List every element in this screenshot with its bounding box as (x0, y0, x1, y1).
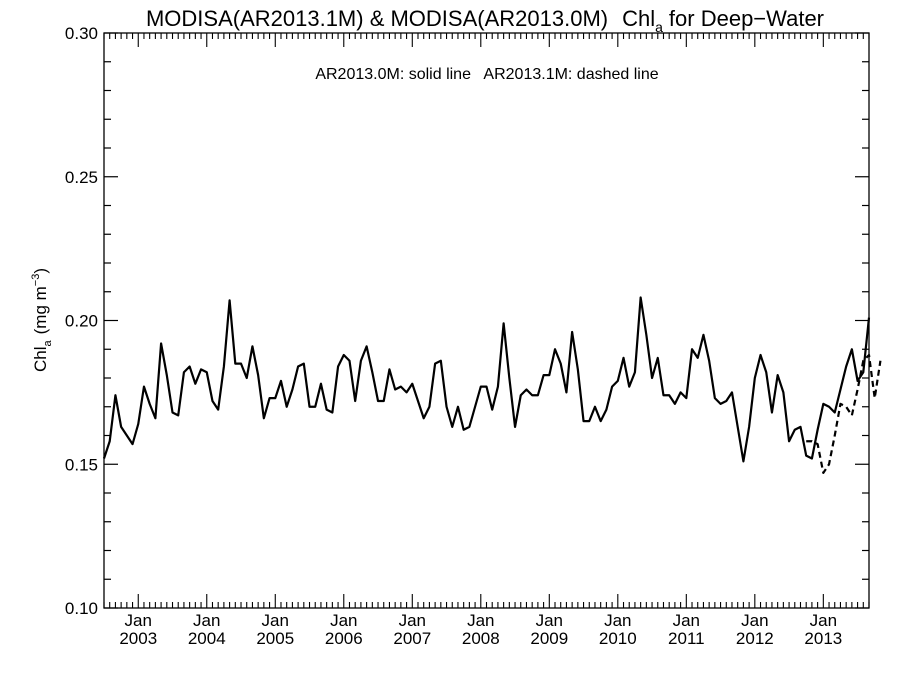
line-style-annotation: AR2013.0M: solid line AR2013.1M: dashed … (315, 66, 658, 83)
x-tick-month: Jan (673, 611, 700, 630)
x-tick-year: 2009 (530, 629, 568, 648)
x-tick-month: Jan (741, 611, 768, 630)
x-tick-month: Jan (399, 611, 426, 630)
x-ticks: Jan2003Jan2004Jan2005Jan2006Jan2007Jan20… (103, 33, 870, 648)
y-tick-label: 0.20 (65, 312, 98, 331)
x-tick-month: Jan (467, 611, 494, 630)
x-tick-month: Jan (125, 611, 152, 630)
plot-frame (103, 32, 870, 609)
x-tick-month: Jan (330, 611, 357, 630)
y-axis-label: Chla (mg m−3) (30, 268, 54, 372)
x-tick-year: 2012 (736, 629, 774, 648)
x-tick-year: 2004 (188, 629, 226, 648)
series-line-solid (102, 296, 871, 463)
ylabel-unit: (mg m (31, 286, 50, 334)
y-tick-label: 0.25 (65, 168, 98, 187)
x-tick-year: 2005 (256, 629, 294, 648)
title-sub: a (655, 19, 663, 35)
y-tick-label: 0.30 (65, 24, 98, 43)
title-suffix: for Deep−Water (669, 6, 824, 31)
x-tick-month: Jan (604, 611, 631, 630)
title-main: MODISA(AR2013.1M) & MODISA(AR2013.0M) (146, 6, 608, 31)
y-tick-label: 0.10 (65, 599, 98, 618)
x-tick-month: Jan (262, 611, 289, 630)
y-ticks: 0.10 0.15 0.20 0.25 0.30 (65, 24, 869, 618)
ylabel-sub: a (42, 340, 54, 347)
series-layer (102, 296, 882, 474)
x-tick-year: 2013 (804, 629, 842, 648)
x-tick-month: Jan (193, 611, 220, 630)
x-tick-year: 2008 (462, 629, 500, 648)
x-tick-month: Jan (536, 611, 563, 630)
ylabel-main: Chl (31, 347, 50, 373)
x-tick-year: 2006 (325, 629, 363, 648)
chart-title: MODISA(AR2013.1M) & MODISA(AR2013.0M) Chl… (146, 6, 824, 35)
series-line-dashed (806, 353, 882, 474)
x-tick-year: 2010 (599, 629, 637, 648)
x-tick-year: 2011 (668, 629, 705, 648)
y-tick-label: 0.15 (65, 455, 98, 474)
x-tick-year: 2003 (119, 629, 157, 648)
x-tick-month: Jan (810, 611, 837, 630)
ylabel-close: ) (31, 268, 50, 274)
ylabel-exp: −3 (30, 274, 42, 287)
title-var: Chl (622, 6, 655, 31)
x-tick-year: 2007 (393, 629, 431, 648)
